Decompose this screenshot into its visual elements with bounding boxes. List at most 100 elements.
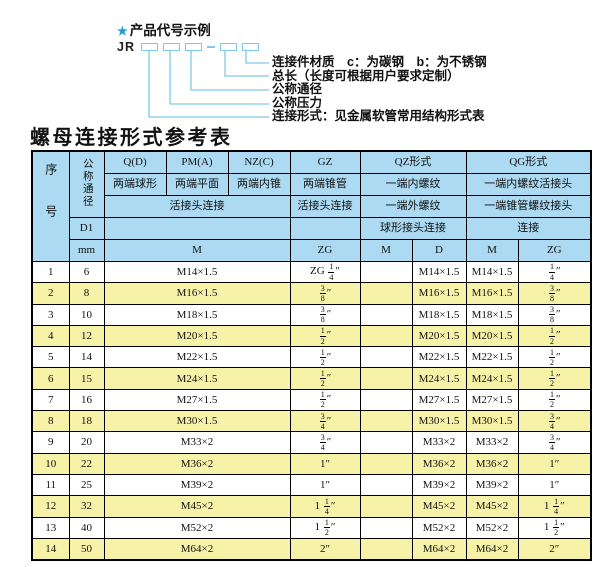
cell-qz-m xyxy=(359,452,413,475)
cell-no: 2 xyxy=(31,282,70,305)
header-blank-gz xyxy=(289,217,361,240)
cell-qg-m: M27×1.5 xyxy=(465,388,519,412)
header-qz-r3: 一端外螺纹 xyxy=(359,195,467,218)
cell-gz-zg: 1 2 ″ xyxy=(289,324,361,348)
header-gz-code: GZ xyxy=(289,150,361,174)
product-code-line: JR xyxy=(117,40,259,54)
table-title: 螺母连接形式参考表 xyxy=(30,127,233,149)
table-row: 14 50 M64×2 2″ M64×2 M64×2 2″ xyxy=(31,537,592,561)
cell-qg-zg: 1 1 4 ″ xyxy=(517,495,592,518)
header-qz-code: QZ形式 xyxy=(359,150,467,174)
cell-mm: 16 xyxy=(68,388,105,412)
cell-no: 8 xyxy=(31,410,70,433)
header-union-conn: 活接头连接 xyxy=(103,195,291,218)
cell-qg-zg: 1″ xyxy=(517,452,592,475)
cell-qg-zg: 3 8 ″ xyxy=(517,303,592,326)
cell-qz-m xyxy=(359,495,413,518)
cell-m: M14×1.5 xyxy=(103,260,291,284)
header-qg-r2: 一端内螺纹活接头 xyxy=(465,173,592,196)
diagram-heading-text: 产品代号示例 xyxy=(129,23,211,38)
cell-no: 7 xyxy=(31,388,70,412)
cell-no: 10 xyxy=(31,452,70,475)
nut-connection-table: 序号 公称通径 Q(D) PM(A) NZ(C) GZ QZ形式 QG形式 两端… xyxy=(31,150,593,562)
cell-qz-m xyxy=(359,324,413,348)
cell-no: 6 xyxy=(31,367,70,390)
cell-qz-d: M16×1.5 xyxy=(411,282,467,305)
header-qg-u1: M xyxy=(465,239,519,262)
cell-mm: 6 xyxy=(68,260,105,284)
cell-no: 9 xyxy=(31,431,70,454)
cell-qz-m xyxy=(359,431,413,454)
header-blank-mid xyxy=(103,217,291,240)
code-box-3 xyxy=(184,43,202,51)
cell-gz-zg: 3 4 ″ xyxy=(289,431,361,454)
header-xuhao: 序号 xyxy=(31,150,70,262)
table-row: 4 12 M20×1.5 1 2 ″ M20×1.5 M20×1.5 1 2 ″ xyxy=(31,324,592,348)
cell-gz-zg: 1 1 2 ″ xyxy=(289,516,361,539)
table-row: 6 15 M24×1.5 1 2 ″ M24×1.5 M24×1.5 1 2 ″ xyxy=(31,367,592,390)
cell-qz-d: M22×1.5 xyxy=(411,346,467,369)
header-qz-r4: 球形接头连接 xyxy=(359,217,467,240)
cell-gz-zg: 1 2 ″ xyxy=(289,388,361,412)
cell-qz-m xyxy=(359,516,413,539)
cell-qg-m: M64×2 xyxy=(465,537,519,561)
cell-qg-zg: 1 2 ″ xyxy=(517,388,592,412)
table-row: 1 6 M14×1.5 ZG 1 4 ″ M14×1.5 M14×1.5 1 4 ″ xyxy=(31,260,592,284)
cell-qg-zg: 1 2 ″ xyxy=(517,346,592,369)
header-d1: D1 xyxy=(68,217,105,240)
cell-m: M22×1.5 xyxy=(103,346,291,369)
header-pm-code: PM(A) xyxy=(165,150,229,174)
header-q-code: Q(D) xyxy=(103,150,167,174)
header-qz-r2: 一端内螺纹 xyxy=(359,173,467,196)
cell-mm: 18 xyxy=(68,410,105,433)
cell-m: M24×1.5 xyxy=(103,367,291,390)
cell-qg-zg: 1 4 ″ xyxy=(517,260,592,284)
code-dash xyxy=(206,46,215,48)
cell-m: M27×1.5 xyxy=(103,388,291,412)
cell-qg-zg: 1″ xyxy=(517,473,592,497)
header-gz-conn: 活接头连接 xyxy=(289,195,361,218)
cell-qz-m xyxy=(359,473,413,497)
cell-qz-d: M27×1.5 xyxy=(411,388,467,412)
code-box-2 xyxy=(162,43,180,51)
cell-qz-m xyxy=(359,303,413,326)
cell-qz-m xyxy=(359,388,413,412)
cell-gz-zg: 1 1 4 ″ xyxy=(289,495,361,518)
header-m-unit: M xyxy=(103,239,291,262)
cell-mm: 20 xyxy=(68,431,105,454)
cell-gz-zg: 1″ xyxy=(289,473,361,497)
cell-mm: 15 xyxy=(68,367,105,390)
code-box-4 xyxy=(219,43,237,51)
cell-qg-m: M30×1.5 xyxy=(465,410,519,433)
header-qg-r3: 一端锥管螺纹接头 xyxy=(465,195,592,218)
cell-qg-zg: 1 1 2 ″ xyxy=(517,516,592,539)
cell-no: 11 xyxy=(31,473,70,497)
table-body: 1 6 M14×1.5 ZG 1 4 ″ M14×1.5 M14×1.5 1 4 ″ 2 8 M16×1.… xyxy=(31,260,592,561)
code-label-length: 总长（长度可根据用户要求定制） xyxy=(272,68,460,83)
table-row: 10 22 M36×2 1″ M36×2 M36×2 1″ xyxy=(31,452,592,475)
cell-qz-d: M33×2 xyxy=(411,431,467,454)
cell-gz-zg: 1 2 ″ xyxy=(289,346,361,369)
cell-mm: 32 xyxy=(68,495,105,518)
header-gz-desc: 两端锥管 xyxy=(289,173,361,196)
cell-qz-m xyxy=(359,282,413,305)
header-tongjing-text: 公称通径 xyxy=(81,157,93,208)
cell-qz-d: M36×2 xyxy=(411,452,467,475)
cell-m: M45×2 xyxy=(103,495,291,518)
cell-mm: 25 xyxy=(68,473,105,497)
cell-gz-zg: 3 8 ″ xyxy=(289,282,361,305)
header-xuhao-text: 序号 xyxy=(43,162,58,247)
cell-qz-m xyxy=(359,410,413,433)
